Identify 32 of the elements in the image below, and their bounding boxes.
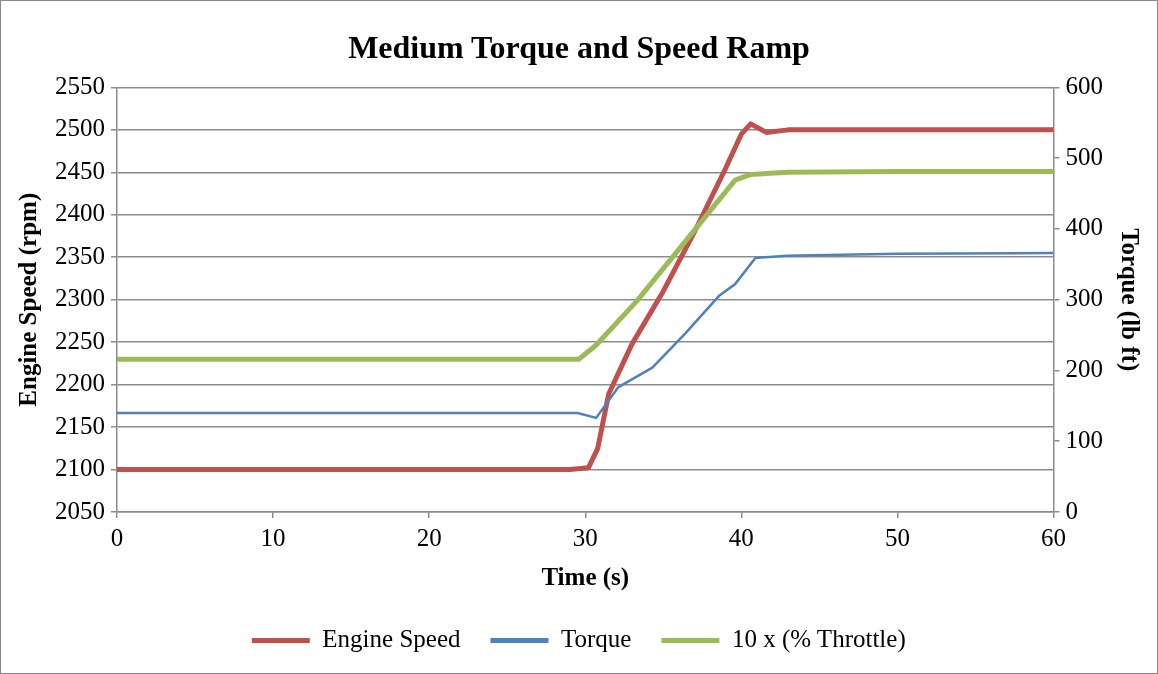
y-tick-label: 2100 (55, 454, 105, 482)
chart-title: Medium Torque and Speed Ramp (348, 29, 810, 66)
x-tick-label: 50 (884, 523, 910, 551)
y-tick-label: 2050 (55, 496, 105, 524)
x-tick-label: 10 (260, 523, 286, 551)
y-axis-title: Engine Speed (rpm) (14, 192, 43, 407)
legend-label: Torque (560, 625, 632, 653)
y-tick-label: 2550 (55, 71, 105, 99)
y-tick-label: 2400 (55, 199, 105, 227)
x-tick-label: 60 (1041, 523, 1066, 551)
y-tick-label: 2150 (55, 411, 105, 439)
y-tick-label: 2200 (55, 369, 105, 397)
x-tick-label: 40 (728, 523, 754, 551)
x-tick-label: 30 (572, 523, 598, 551)
y2-tick-label: 300 (1065, 284, 1103, 312)
y2-tick-label: 200 (1065, 355, 1103, 383)
y2-tick-label: 400 (1065, 213, 1103, 241)
y2-tick-label: 0 (1065, 496, 1078, 524)
y2-tick-label: 600 (1065, 71, 1103, 99)
x-tick-label: 20 (416, 523, 442, 551)
legend-label: Engine Speed (322, 625, 461, 653)
y-tick-label: 2250 (55, 326, 105, 354)
x-axis-title: Time (s) (541, 563, 630, 592)
y-tick-label: 2350 (55, 241, 105, 269)
y2-tick-label: 500 (1065, 142, 1103, 170)
x-tick-label: 0 (110, 523, 124, 551)
y2-tick-label: 100 (1065, 425, 1103, 453)
y-tick-label: 2300 (55, 284, 105, 312)
y-tick-label: 2450 (55, 156, 105, 184)
legend-label: 10 x (% Throttle) (731, 625, 906, 654)
y2-axis-title: Torque (lb ft) (1115, 228, 1144, 372)
y-tick-label: 2500 (55, 114, 105, 142)
